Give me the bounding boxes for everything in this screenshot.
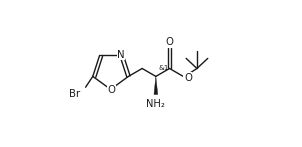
Text: Br: Br (69, 89, 81, 99)
Text: O: O (184, 73, 192, 83)
Text: N: N (117, 50, 125, 60)
Text: &1: &1 (158, 65, 169, 71)
Text: O: O (165, 37, 174, 47)
Polygon shape (154, 76, 158, 94)
Text: O: O (107, 85, 115, 95)
Text: NH₂: NH₂ (146, 99, 165, 109)
